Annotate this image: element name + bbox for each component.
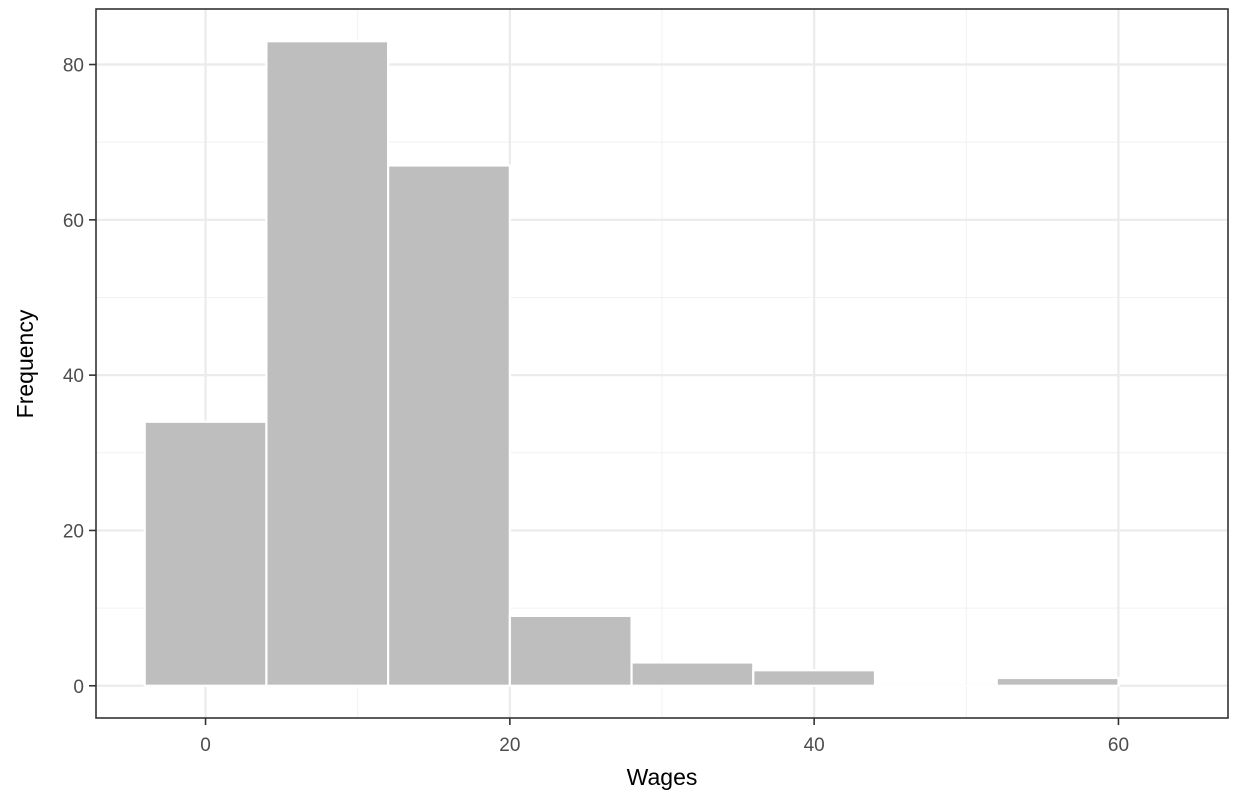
histogram-bar: [143, 420, 268, 687]
histogram-bar: [995, 676, 1120, 687]
histogram-bar: [508, 614, 633, 687]
histogram-bars: [143, 40, 1120, 687]
y-axis-ticks: 0 20 40 60 80: [63, 56, 96, 698]
histogram-bar: [752, 669, 877, 687]
panel-border: [95, 8, 1229, 719]
x-axis-title: Wages: [627, 764, 698, 790]
y-axis-title: Frequency: [12, 309, 38, 418]
y-tick-label: 80: [63, 56, 84, 77]
y-tick-label: 60: [63, 211, 84, 232]
y-tick-label: 20: [63, 521, 84, 542]
histogram-bar: [630, 661, 755, 687]
x-tick-label: 40: [804, 735, 825, 756]
x-tick-label: 0: [200, 735, 211, 756]
x-axis-ticks: 0 20 40 60: [200, 718, 1129, 756]
histogram-bar: [387, 164, 511, 687]
y-tick-label: 0: [73, 677, 84, 698]
histogram-bar: [265, 40, 390, 687]
y-tick-label: 40: [63, 366, 84, 387]
x-tick-label: 60: [1108, 735, 1129, 756]
x-tick-label: 20: [499, 735, 520, 756]
